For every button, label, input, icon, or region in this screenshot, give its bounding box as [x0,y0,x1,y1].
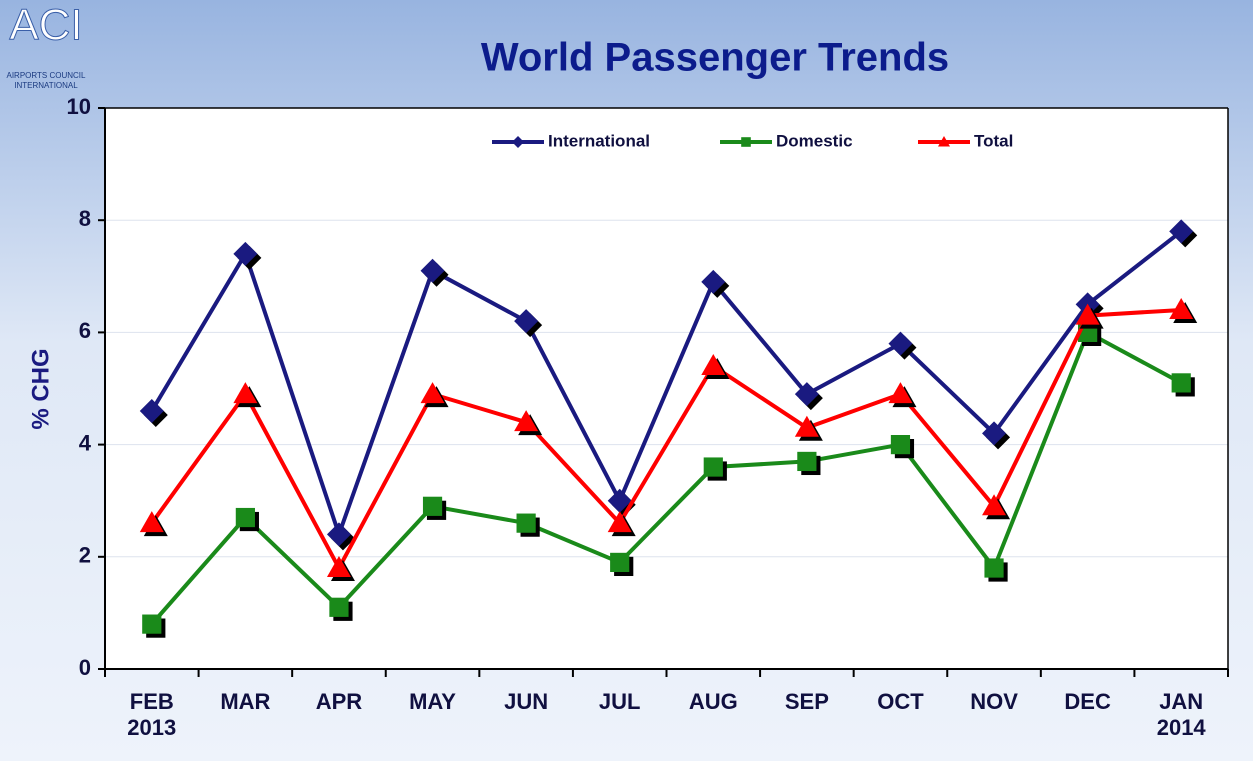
logo-text: INTERNATIONAL [14,81,78,90]
data-point [233,382,258,404]
x-tick-label: NOV [970,689,1018,714]
x-tick-label: JUL [598,689,641,714]
logo-mark: ACI [9,1,82,50]
data-point [516,513,536,533]
data-point [326,556,351,578]
data-point [1169,219,1194,244]
data-point [610,552,630,573]
x-tick-label: FEB 2013 [127,689,177,740]
y-tick-label: 6 [79,318,91,343]
y-tick-label: 4 [79,430,92,455]
y-tick-label: 2 [79,543,91,568]
data-point [1169,297,1194,319]
y-tick-label: 10 [67,94,91,119]
data-point [514,410,539,432]
legend-label: Domestic [776,131,853,150]
data-point [794,415,819,437]
data-point [703,457,723,477]
data-point [607,488,632,513]
series-line [150,330,1183,626]
data-point [420,258,445,283]
data-point [982,494,1007,516]
data-point [1171,373,1191,393]
legend-marker [512,136,524,148]
data-point [607,511,632,533]
x-tick-label: JAN 2014 [1156,689,1206,740]
data-point [142,614,162,634]
data-point [797,451,817,472]
logo-text: AIRPORTS COUNCIL [7,71,87,80]
x-tick-label: DEC [1064,689,1111,714]
x-tick-label: APR [315,689,363,714]
x-tick-label: JUN [504,689,549,714]
x-tick-label: SEP [784,689,829,714]
x-tick-label: MAY [409,689,456,714]
data-point [794,382,819,407]
data-point [701,269,726,294]
series-line [150,229,1183,537]
series-line [150,307,1182,571]
legend-label: Total [974,131,1013,150]
data-point [982,421,1007,446]
legend-marker [938,136,950,147]
data-point [329,597,349,617]
data-point [139,398,164,423]
data-point [888,382,913,404]
legend-label: International [548,131,650,150]
data-point [420,382,445,404]
data-point [139,511,164,533]
data-point [888,331,913,356]
data-point [701,354,726,376]
y-tick-label: 8 [79,206,91,231]
data-point [233,241,258,266]
x-tick-label: OCT [877,689,924,714]
data-point [890,435,911,455]
legend-marker [741,137,751,147]
data-point [1075,303,1100,325]
data-point [422,496,443,516]
x-tick-label: AUG [688,689,738,714]
data-point [326,522,351,547]
data-point [514,309,539,334]
x-tick-label: MAR [220,689,271,714]
data-point [235,507,255,528]
y-tick-label: 0 [79,655,91,680]
y-axis-label: % CHG [27,348,54,429]
data-point [984,558,1004,578]
chart-title: World Passenger Trends [481,36,949,80]
